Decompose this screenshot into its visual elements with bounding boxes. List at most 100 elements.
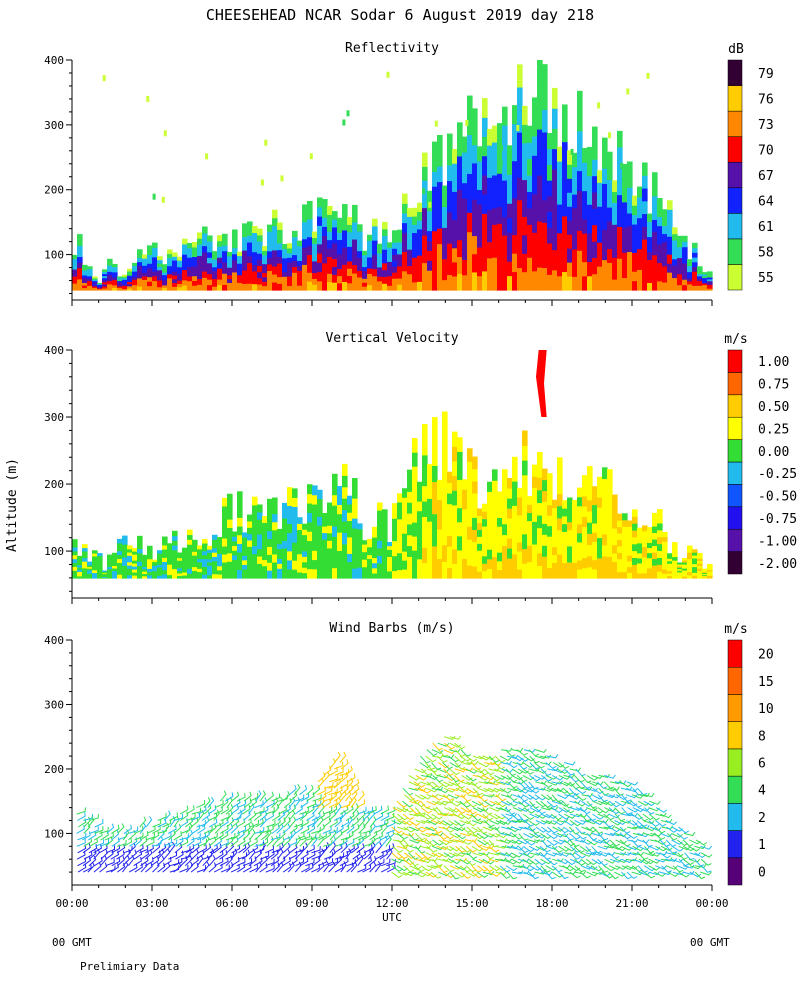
field-cell [477, 203, 483, 219]
field-cell [617, 532, 623, 541]
wind-barb [603, 813, 615, 821]
field-cell [427, 475, 433, 488]
wind-barb [579, 807, 591, 815]
field-cell [142, 265, 148, 270]
wind-barb [110, 863, 119, 873]
wind-barb [575, 787, 587, 795]
field-cell [157, 286, 163, 291]
field-cell [472, 199, 478, 218]
field-cell [647, 259, 653, 268]
field-cell [527, 175, 533, 193]
wind-barb [357, 850, 367, 860]
wind-barb [528, 820, 540, 827]
field-cell [92, 558, 98, 562]
wind-barb [535, 748, 547, 753]
field-cell [157, 572, 163, 576]
wind-barb [208, 818, 218, 828]
wind-barb [311, 833, 321, 841]
field-cell [302, 550, 308, 557]
wind-barb [436, 800, 449, 806]
field-cell [212, 573, 218, 579]
field-cell [277, 538, 283, 545]
field-cell [72, 554, 78, 560]
wind-barb [402, 813, 414, 821]
field-cell [472, 456, 478, 470]
field-cell [352, 538, 358, 549]
field-cell [557, 565, 563, 579]
field-cell [277, 229, 283, 237]
wind-barb [535, 845, 548, 852]
field-cell [572, 515, 578, 525]
field-cell [312, 237, 318, 244]
field-cell [372, 562, 378, 569]
wind-barb [522, 858, 534, 865]
field-cell [92, 281, 98, 284]
wind-barb [443, 749, 456, 754]
wind-barb [408, 852, 419, 860]
field-cell [397, 493, 403, 503]
wind-barb [116, 855, 125, 867]
field-cell [177, 286, 183, 291]
wind-barb [174, 843, 183, 854]
colorbar-swatch [727, 506, 743, 530]
field-cell [357, 283, 363, 291]
field-cell [417, 220, 423, 230]
wind-barb [569, 767, 582, 772]
field-cell [582, 147, 588, 163]
field-cell [282, 532, 288, 542]
field-cell [352, 221, 358, 232]
field-cell [572, 262, 578, 277]
field-cell [312, 568, 318, 579]
field-cell [277, 269, 283, 278]
wind-barb [672, 871, 685, 876]
field-cell [537, 175, 543, 199]
field-cell [432, 529, 438, 547]
field-cell [337, 239, 343, 248]
wind-barb [83, 823, 91, 834]
field-cell [407, 512, 413, 525]
colorbar-label: 15 [758, 675, 774, 690]
field-cell [682, 273, 688, 280]
field-cell [307, 227, 313, 238]
field-cell [327, 214, 333, 224]
field-cell [197, 232, 203, 239]
field-cell [557, 505, 563, 519]
field-cell [102, 571, 108, 573]
field-cell [302, 204, 308, 214]
wind-barb [511, 774, 523, 781]
wind-barb [409, 845, 422, 850]
field-cell [262, 250, 268, 256]
field-cell [497, 173, 503, 191]
wind-barb [524, 871, 536, 877]
wind-barb [351, 784, 360, 796]
field-cell [187, 285, 193, 291]
field-cell [92, 550, 98, 554]
field-cell [562, 515, 568, 525]
colorbar-label: 0.75 [758, 378, 789, 393]
field-cell [467, 95, 473, 116]
field-cell [552, 570, 558, 579]
field-cell [472, 553, 478, 567]
field-cell [97, 575, 103, 579]
field-cell [627, 264, 633, 278]
field-cell [507, 188, 513, 204]
wind-barb [495, 820, 508, 826]
wind-barb [111, 857, 121, 867]
field-cell [562, 531, 568, 540]
wind-barb [546, 806, 559, 811]
wind-barb [688, 845, 700, 852]
field-cell [332, 473, 338, 485]
field-cell [387, 251, 393, 258]
field-cell [577, 130, 583, 152]
field-cell [332, 266, 338, 275]
field-cell [192, 275, 198, 281]
field-cell [607, 262, 613, 277]
wind-barb [404, 852, 416, 859]
field-cell [147, 545, 153, 550]
field-cell [672, 258, 678, 266]
field-cell [132, 273, 138, 278]
field-cell [622, 558, 628, 566]
field-cell [652, 172, 658, 185]
field-cell [217, 262, 223, 269]
field-cell [372, 268, 378, 277]
